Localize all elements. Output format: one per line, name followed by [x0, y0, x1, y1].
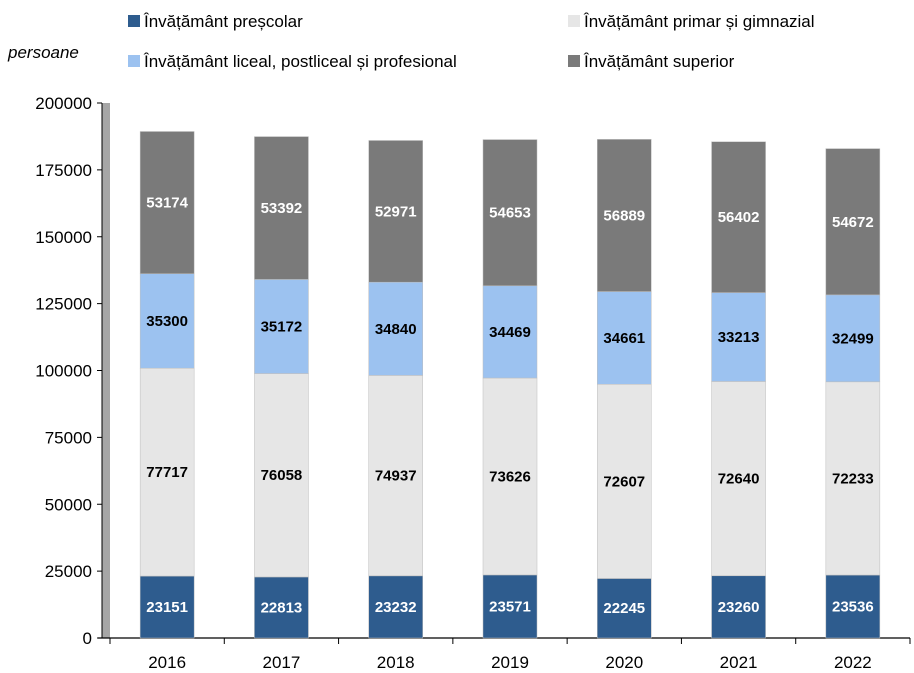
- y-tick-label: 0: [83, 629, 92, 648]
- y-tick-label: 75000: [45, 428, 92, 447]
- data-label: 52971: [375, 203, 417, 220]
- data-labels: 23151 77717 35300 53174 22813 76058 35172 53392…: [146, 195, 873, 618]
- legend-label-1: Învățământ primar și gimnazial: [583, 12, 815, 31]
- legend-item-3: Învățământ superior: [568, 52, 735, 71]
- bar-segment: [139, 131, 195, 275]
- bar-segment: [711, 575, 766, 639]
- bar-segment: [368, 140, 423, 283]
- data-label: 23151: [146, 599, 188, 616]
- x-tick-label: 2021: [720, 653, 758, 672]
- data-label: 53392: [261, 200, 303, 217]
- data-label: 34469: [489, 324, 531, 341]
- y-tick-label: 200000: [35, 94, 92, 113]
- bar-segment: [597, 384, 652, 579]
- data-label: 77717: [146, 464, 188, 481]
- legend-item-1: Învățământ primar și gimnazial: [568, 12, 815, 31]
- x-axis-ticks: 2016 2017 2018 2019 2020 2021 2022: [109, 638, 911, 672]
- data-label: 22813: [261, 599, 303, 616]
- bar-segment: [254, 576, 309, 639]
- x-tick-label: 2018: [377, 653, 415, 672]
- data-label: 73626: [489, 468, 531, 485]
- bar-segment: [139, 367, 195, 577]
- legend-label-3: Învățământ superior: [583, 52, 735, 71]
- x-tick-label: 2020: [605, 653, 643, 672]
- bar-segment: [368, 575, 423, 639]
- data-label: 74937: [375, 468, 417, 485]
- legend: Învățământ preșcolar Învățământ primar ș…: [128, 12, 815, 71]
- plot-side-wall: [102, 103, 110, 638]
- data-label: 76058: [261, 467, 303, 484]
- legend-label-2: Învățământ liceal, postliceal și profesi…: [143, 52, 457, 71]
- x-tick-label: 2016: [148, 653, 186, 672]
- data-label: 34840: [375, 321, 417, 338]
- bar-segment: [254, 373, 309, 578]
- data-label: 56402: [718, 209, 760, 226]
- bar-segment: [711, 381, 766, 577]
- data-label: 35172: [261, 318, 303, 335]
- y-axis-ticks: 0 25000 50000 75000 100000 125000 150000 175000…: [35, 94, 102, 648]
- x-tick-label: 2022: [834, 653, 872, 672]
- legend-swatch-1: [568, 15, 580, 27]
- bar-segment: [597, 578, 652, 639]
- bar-segment: [482, 139, 538, 287]
- data-label: 33213: [718, 329, 760, 346]
- bar-segment: [482, 574, 538, 639]
- y-tick-label: 150000: [35, 228, 92, 247]
- legend-label-0: Învățământ preșcolar: [143, 12, 303, 31]
- data-label: 35300: [146, 313, 188, 330]
- legend-item-2: Învățământ liceal, postliceal și profesi…: [128, 52, 457, 71]
- x-tick-label: 2019: [491, 653, 529, 672]
- bar-segment: [482, 285, 538, 379]
- y-tick-label: 125000: [35, 295, 92, 314]
- legend-swatch-2: [128, 55, 140, 67]
- bar-segment: [597, 139, 652, 292]
- data-label: 23260: [718, 599, 760, 616]
- bar-segment: [254, 279, 309, 374]
- y-tick-label: 175000: [35, 161, 92, 180]
- data-label: 53174: [146, 195, 188, 212]
- bar-segment: [368, 281, 423, 376]
- data-label: 34661: [603, 330, 645, 347]
- bar-segment: [825, 148, 881, 296]
- data-label: 72233: [832, 470, 874, 487]
- data-label: 72640: [718, 471, 760, 488]
- y-tick-label: 50000: [45, 495, 92, 514]
- bar-segment: [711, 292, 766, 382]
- bar-segment: [254, 136, 309, 280]
- bar-segment: [368, 375, 423, 577]
- bar-segment: [482, 377, 538, 576]
- legend-swatch-3: [568, 55, 580, 67]
- bar-segment: [825, 294, 881, 383]
- data-label: 56889: [603, 207, 645, 224]
- data-label: 23571: [489, 598, 531, 615]
- data-label: 54653: [489, 205, 531, 222]
- y-tick-label: 100000: [35, 362, 92, 381]
- data-label: 23536: [832, 599, 874, 616]
- bar-segment: [139, 273, 195, 369]
- data-label: 32499: [832, 330, 874, 347]
- legend-item-0: Învățământ preșcolar: [128, 12, 303, 31]
- x-tick-label: 2017: [263, 653, 301, 672]
- data-label: 72607: [603, 473, 645, 490]
- y-tick-label: 25000: [45, 562, 92, 581]
- bar-segment: [139, 575, 195, 639]
- bars: [139, 131, 881, 639]
- data-label: 23232: [375, 599, 417, 616]
- data-label: 54672: [832, 214, 874, 231]
- legend-swatch-0: [128, 15, 140, 27]
- bar-segment: [711, 141, 766, 293]
- y-unit-label: persoane: [7, 43, 79, 62]
- bar-segment: [597, 291, 652, 385]
- data-label: 22245: [603, 600, 645, 617]
